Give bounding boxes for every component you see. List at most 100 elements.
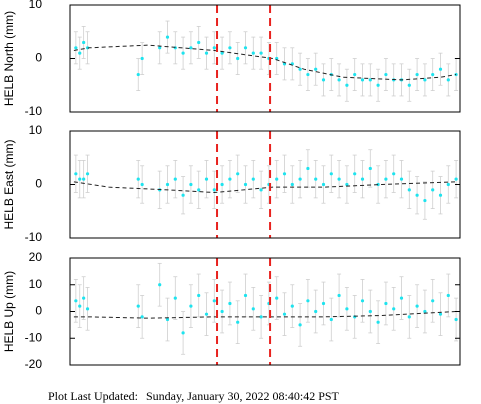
data-point [407, 315, 411, 319]
data-point [82, 40, 86, 45]
data-point [407, 83, 411, 87]
data-point [345, 182, 349, 187]
data-point [353, 172, 357, 176]
footer-timestamp: Sunday, January 30, 2022 08:40:42 PST [146, 389, 340, 403]
data-point [306, 299, 310, 303]
data-point [454, 177, 458, 181]
data-point [399, 296, 404, 300]
data-point [384, 301, 388, 306]
y-tick-label: 10 [29, 0, 43, 11]
data-point [290, 304, 294, 308]
data-point [314, 67, 318, 71]
data-point [329, 317, 333, 322]
data-point [74, 172, 78, 176]
data-point [345, 83, 349, 87]
data-point [212, 299, 216, 303]
data-point [438, 193, 443, 197]
data-point [431, 188, 435, 192]
data-point [407, 188, 411, 192]
data-point [431, 299, 435, 303]
data-point [251, 51, 255, 55]
data-point [368, 166, 372, 171]
y-tick-label: -20 [25, 357, 43, 371]
data-point [306, 72, 310, 77]
y-tick-label: 10 [29, 277, 43, 291]
data-point [298, 323, 302, 327]
data-point [220, 309, 224, 314]
data-point [74, 46, 78, 50]
data-point [204, 177, 209, 181]
y-tick-label: 0 [35, 304, 42, 318]
data-point [140, 56, 144, 61]
y-tick-label: 10 [29, 123, 43, 137]
data-point [360, 78, 365, 82]
data-point [392, 307, 396, 311]
data-point [384, 72, 388, 77]
data-point [173, 296, 177, 300]
data-point [415, 193, 419, 197]
data-point [243, 293, 248, 298]
data-point [384, 177, 388, 181]
y-axis-label: HELB East (mm) [2, 139, 16, 229]
data-point [290, 182, 294, 187]
data-point [438, 312, 443, 316]
data-point [337, 78, 341, 82]
data-point [220, 51, 224, 55]
data-point [189, 304, 193, 308]
y-axis-label: HELB Up (mm) [2, 271, 16, 352]
data-point [282, 312, 287, 316]
data-point [85, 46, 90, 50]
data-point [368, 78, 372, 82]
data-point [197, 293, 201, 298]
data-point [220, 182, 224, 187]
data-point [181, 193, 185, 197]
data-point [259, 51, 263, 55]
data-point [181, 51, 185, 55]
data-point [251, 177, 255, 181]
data-point [85, 172, 90, 176]
data-point [204, 51, 209, 55]
y-tick-label: -10 [25, 104, 43, 118]
data-point [392, 172, 396, 176]
data-point [228, 301, 232, 306]
data-point [228, 177, 232, 181]
data-point [165, 317, 170, 322]
data-point [236, 320, 240, 324]
data-point [368, 309, 372, 314]
data-point [376, 320, 380, 324]
model-line [73, 311, 457, 319]
data-point [321, 182, 326, 187]
data-point [85, 307, 90, 311]
data-point [376, 182, 380, 187]
data-point [329, 172, 333, 176]
data-point [189, 182, 193, 187]
data-point [78, 304, 82, 308]
y-tick-label: 0 [35, 177, 42, 191]
data-point [275, 177, 279, 181]
y-tick-label: -10 [25, 230, 43, 244]
data-point [78, 177, 82, 181]
data-point [165, 35, 170, 39]
data-point [446, 78, 450, 82]
data-point [228, 46, 232, 50]
data-point [251, 307, 255, 311]
data-point [446, 293, 450, 298]
data-point [189, 46, 193, 50]
data-point [243, 182, 248, 187]
footer-label: Plot Last Updated: [48, 389, 138, 403]
data-point [306, 166, 310, 171]
y-tick-label: 20 [29, 250, 43, 264]
data-point [446, 182, 450, 187]
data-point [165, 182, 170, 187]
data-point [360, 299, 365, 303]
data-point [82, 296, 86, 300]
data-point [298, 67, 302, 71]
data-point [438, 67, 443, 71]
data-point [212, 46, 216, 50]
data-point [345, 307, 349, 311]
data-point [431, 72, 435, 77]
data-point [376, 83, 380, 87]
data-point [243, 46, 248, 50]
